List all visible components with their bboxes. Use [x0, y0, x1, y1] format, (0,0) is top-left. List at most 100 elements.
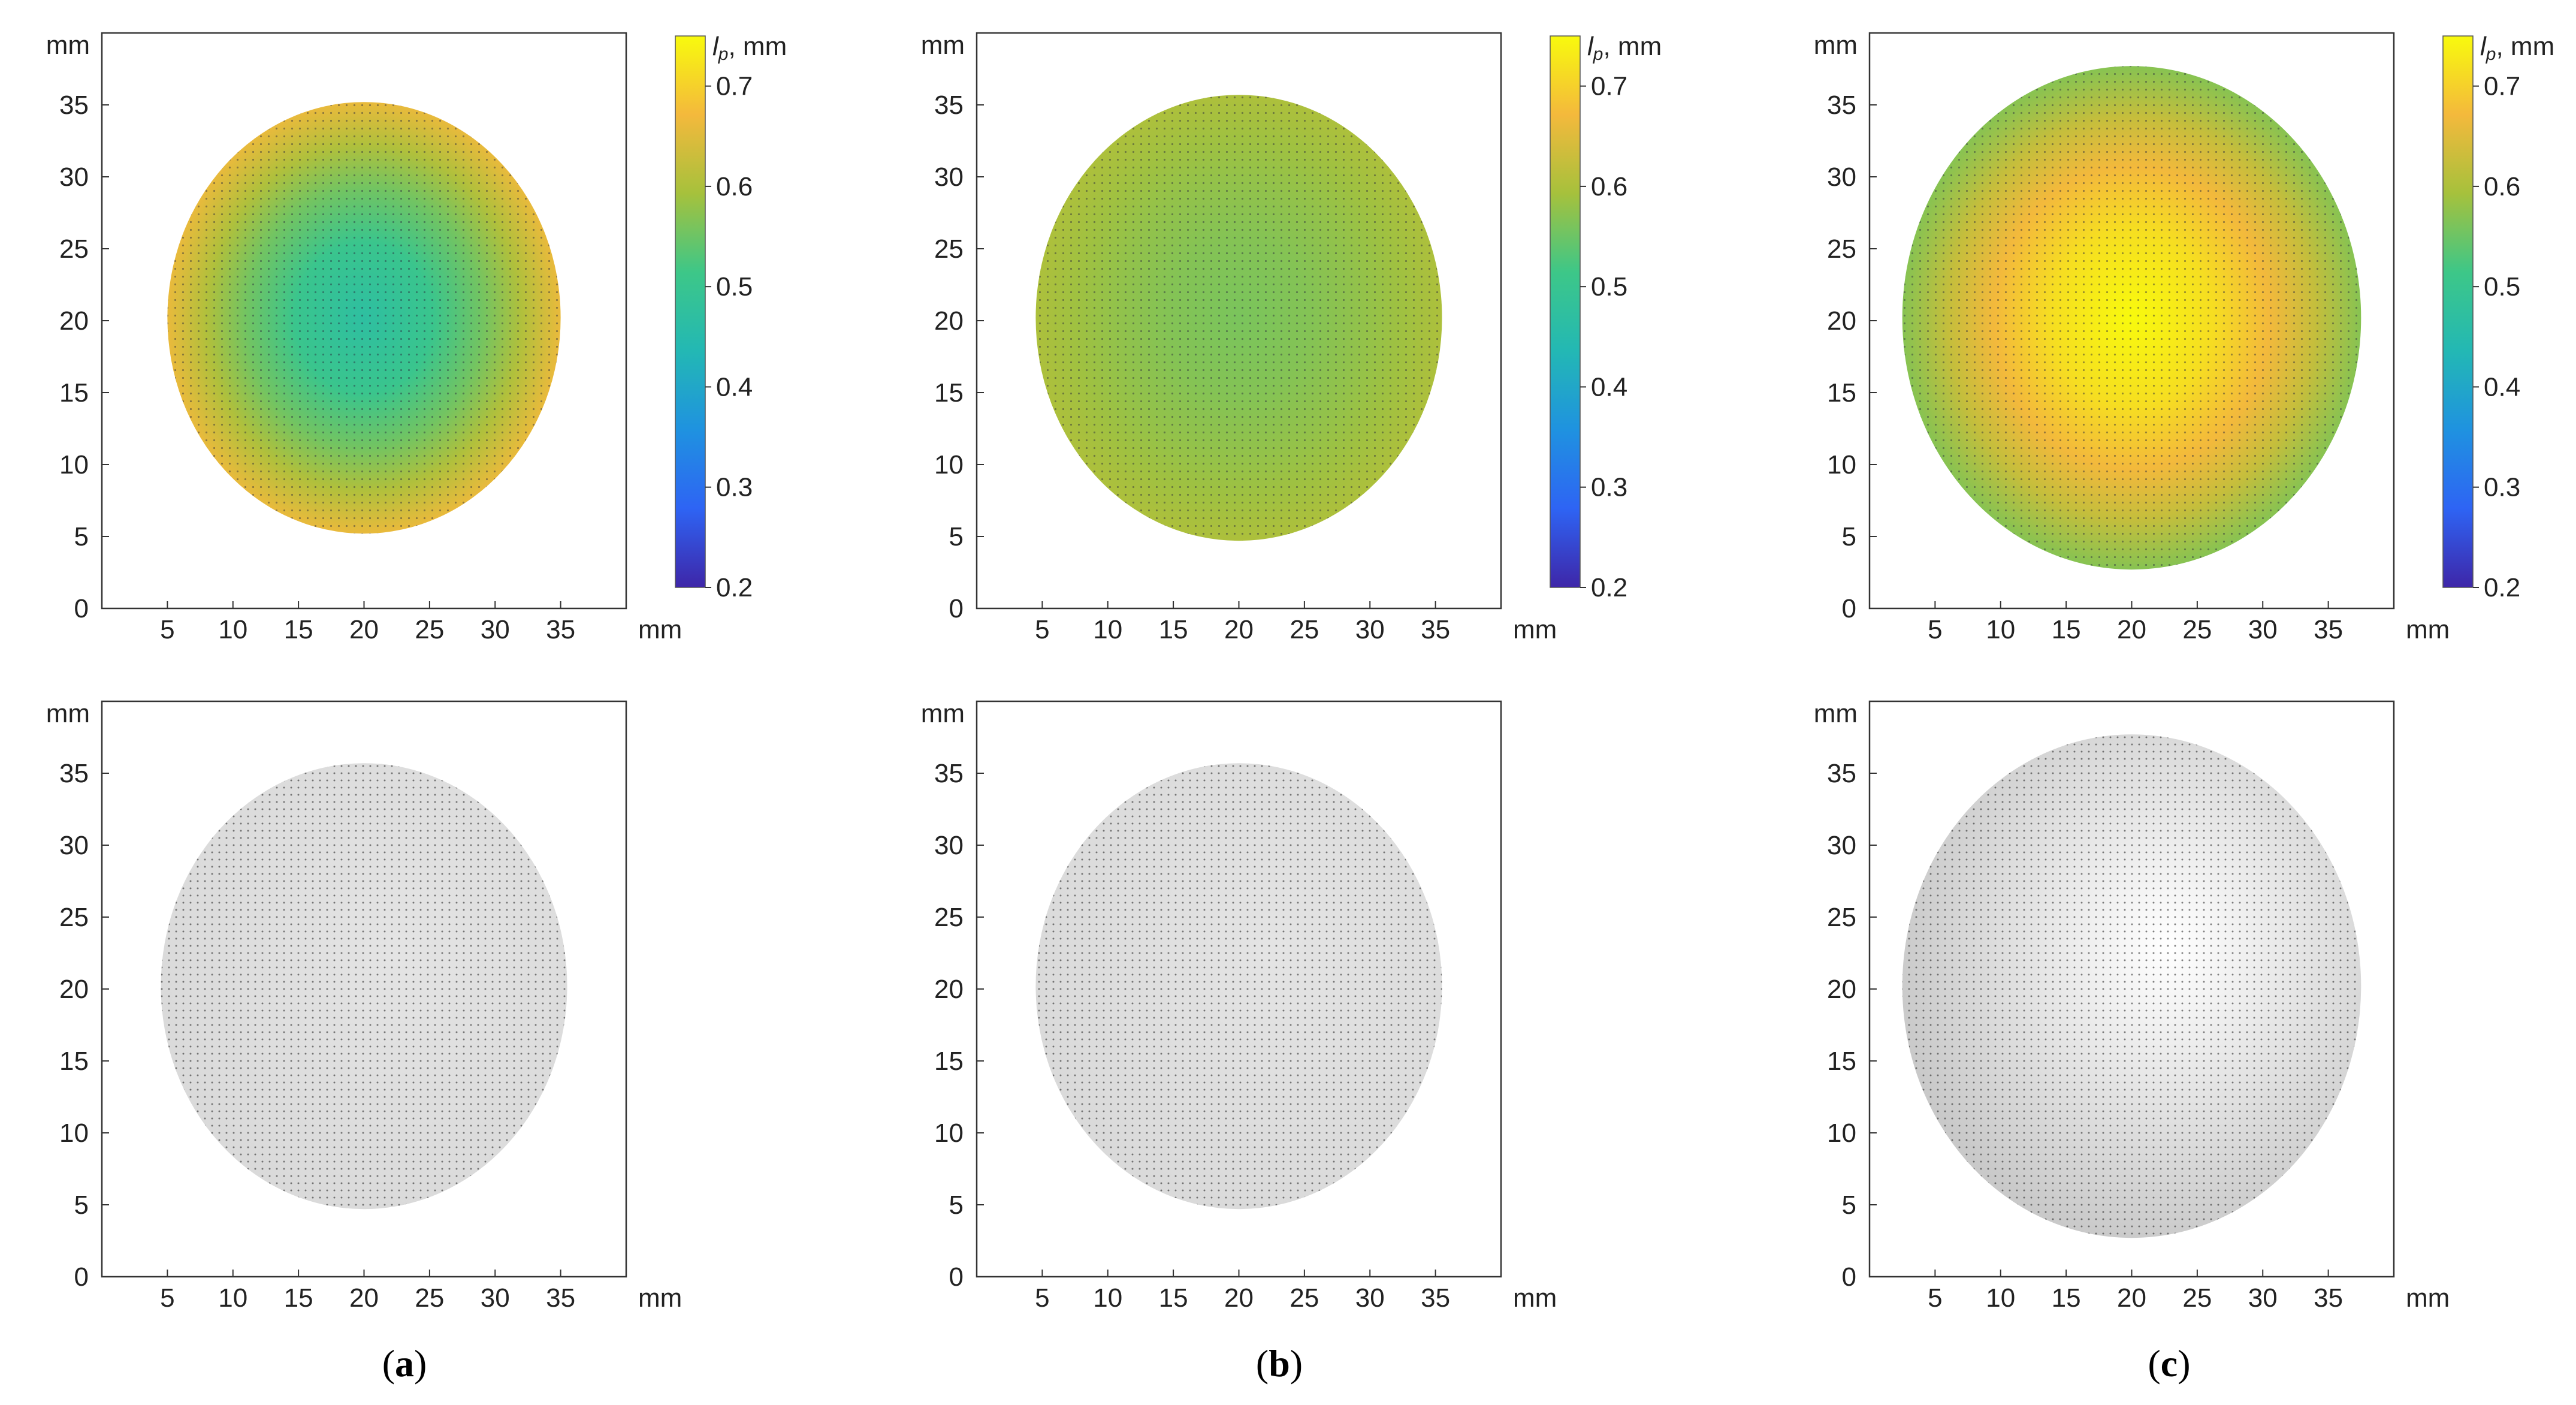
x-axis-label: mm	[638, 615, 682, 644]
x-tick-label: 20	[349, 1283, 379, 1313]
colorbar-tick-label: 0.2	[716, 573, 753, 602]
y-tick-label: 35	[1827, 759, 1856, 788]
y-tick-label: 5	[1842, 522, 1856, 551]
x-tick-label: 25	[415, 1283, 444, 1313]
y-tick-label: 35	[59, 759, 89, 788]
x-tick-label: 25	[1289, 1283, 1319, 1313]
x-tick-label: 30	[481, 1283, 510, 1313]
y-tick-label: 5	[1842, 1190, 1856, 1220]
y-tick-label: 0	[949, 1262, 964, 1292]
x-tick-label: 5	[1035, 615, 1049, 644]
y-tick-label: 20	[934, 975, 964, 1004]
x-tick-label: 20	[349, 615, 379, 644]
x-tick-label: 30	[2248, 615, 2278, 644]
x-tick-label: 25	[2182, 615, 2212, 644]
x-tick-label: 30	[2248, 1283, 2278, 1313]
y-tick-label: 35	[1827, 91, 1856, 120]
colorbar-tick-label: 0.7	[716, 72, 753, 101]
x-tick-label: 20	[1224, 615, 1254, 644]
y-tick-label: 15	[59, 378, 89, 408]
caption-c: (c)	[2148, 1342, 2191, 1385]
y-tick-label: 25	[59, 903, 89, 932]
panel-c-top: 0.2 0.3 0.4 0.5 0.6 0.7 lp, mm 5 10 15 20 25 30 35 0 5 1…	[1814, 31, 2555, 644]
x-tick-label: 15	[1159, 1283, 1188, 1313]
x-tick-label: 10	[218, 1283, 247, 1313]
y-tick-label: 0	[74, 594, 89, 623]
panel-c-bottom: 5 10 15 20 25 30 35 0 5 10 15 20 25 30 35 mm mm	[1814, 699, 2450, 1313]
y-tick-label: 20	[1827, 975, 1856, 1004]
x-tick-label: 10	[1986, 615, 2015, 644]
y-tick-label: 20	[934, 306, 964, 336]
colorbar-tick-label: 0.5	[2484, 272, 2520, 301]
panel-b-bottom: 5 10 15 20 25 30 35 0 5 10 15 20 25 30 35 mm mm	[921, 699, 1557, 1313]
y-axis-label: mm	[1814, 699, 1858, 728]
y-tick-label: 25	[1827, 903, 1856, 932]
x-tick-label: 15	[284, 615, 313, 644]
colorbar	[2442, 35, 2474, 588]
x-tick-label: 25	[415, 615, 444, 644]
y-tick-label: 20	[59, 306, 89, 336]
x-tick-label: 30	[1355, 1283, 1385, 1313]
colorbar-tick-label: 0.3	[1591, 473, 1627, 502]
y-tick-label: 0	[74, 1262, 89, 1292]
y-tick-label: 25	[1827, 234, 1856, 264]
y-tick-label: 35	[59, 91, 89, 120]
mesh-points	[167, 102, 561, 534]
y-tick-label: 30	[934, 831, 964, 860]
colorbar-tick-label: 0.6	[716, 172, 753, 201]
y-tick-label: 30	[59, 831, 89, 860]
x-tick-label: 30	[1355, 615, 1385, 644]
y-tick-label: 5	[74, 522, 89, 551]
x-axis-label: mm	[1513, 615, 1557, 644]
y-tick-label: 20	[1827, 306, 1856, 336]
x-tick-label: 15	[284, 1283, 313, 1313]
colorbar-tick-label: 0.7	[1591, 72, 1627, 101]
colorbar-tick-label: 0.2	[1591, 573, 1627, 602]
colorbar-label: lp, mm	[712, 32, 787, 64]
y-tick-label: 30	[934, 162, 964, 192]
y-tick-label: 30	[1827, 831, 1856, 860]
y-tick-label: 15	[934, 378, 964, 408]
y-tick-label: 10	[934, 450, 964, 480]
colorbar-label: lp, mm	[1587, 32, 1662, 64]
colorbar	[1550, 35, 1581, 588]
colorbar-tick-label: 0.3	[2484, 473, 2520, 502]
x-tick-label: 35	[546, 1283, 575, 1313]
x-tick-label: 15	[1159, 615, 1188, 644]
x-tick-label: 15	[2052, 615, 2081, 644]
colorbar-tick-label: 0.4	[1591, 372, 1627, 402]
x-tick-label: 10	[218, 615, 247, 644]
y-tick-label: 15	[934, 1047, 964, 1076]
scatter-points	[1035, 763, 1442, 1210]
x-tick-label: 30	[481, 615, 510, 644]
colorbar-tick-label: 0.4	[716, 372, 753, 402]
colorbar-tick-label: 0.5	[716, 272, 753, 301]
x-tick-label: 10	[1986, 1283, 2015, 1313]
colorbar-tick-label: 0.6	[2484, 172, 2520, 201]
x-tick-label: 35	[2314, 1283, 2343, 1313]
y-tick-label: 35	[934, 91, 964, 120]
y-tick-label: 10	[1827, 450, 1856, 480]
x-tick-label: 10	[1093, 1283, 1122, 1313]
mesh-points	[1902, 66, 2361, 570]
x-axis-label: mm	[638, 1283, 682, 1313]
scatter-points	[161, 763, 567, 1210]
x-axis-label: mm	[1513, 1283, 1557, 1313]
x-tick-label: 5	[1928, 1283, 1942, 1313]
y-tick-label: 10	[1827, 1118, 1856, 1148]
y-tick-label: 0	[949, 594, 964, 623]
y-tick-label: 20	[59, 975, 89, 1004]
y-axis-label: mm	[46, 31, 90, 60]
y-tick-label: 5	[949, 522, 964, 551]
caption-a: (a)	[382, 1342, 427, 1385]
scatter-points	[1902, 734, 2361, 1238]
x-tick-label: 35	[2314, 615, 2343, 644]
colorbar-tick-label: 0.7	[2484, 72, 2520, 101]
y-tick-label: 10	[59, 1118, 89, 1148]
y-tick-label: 25	[59, 234, 89, 264]
x-tick-label: 25	[1289, 615, 1319, 644]
x-tick-label: 10	[1093, 615, 1122, 644]
panel-a-bottom: 5 10 15 20 25 30 35 0 5 10 15 20 25 30 35 mm mm	[46, 699, 682, 1313]
y-tick-label: 10	[59, 450, 89, 480]
x-tick-label: 5	[1928, 615, 1942, 644]
